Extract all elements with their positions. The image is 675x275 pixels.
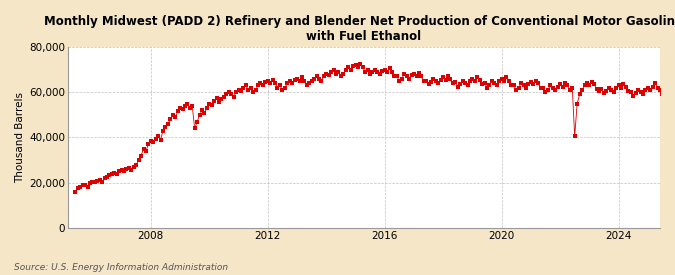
Text: Source: U.S. Energy Information Administration: Source: U.S. Energy Information Administ…: [14, 263, 227, 272]
Title: Monthly Midwest (PADD 2) Refinery and Blender Net Production of Conventional Mot: Monthly Midwest (PADD 2) Refinery and Bl…: [45, 15, 675, 43]
Y-axis label: Thousand Barrels: Thousand Barrels: [15, 92, 25, 183]
